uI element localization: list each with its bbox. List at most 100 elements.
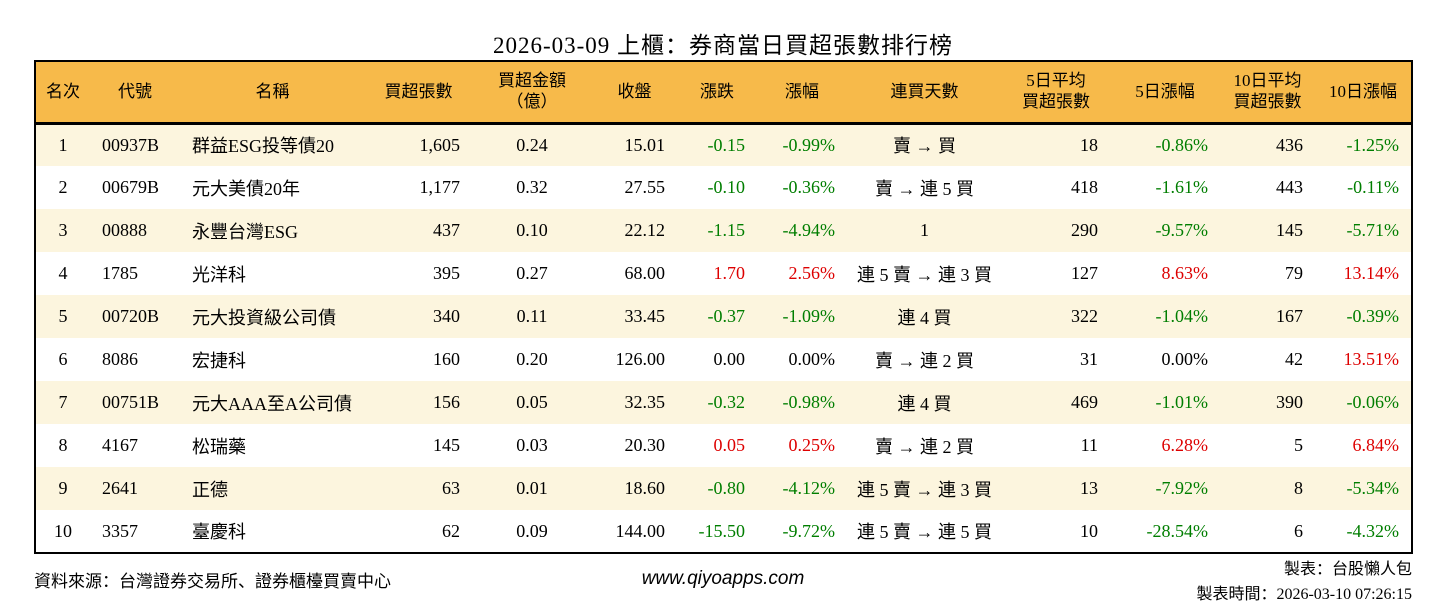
cell-code: 00937B (102, 134, 160, 155)
cell-amount: 0.24 (516, 134, 548, 155)
cell-pct10: -1.25% (1346, 134, 1400, 155)
cell-change-pct: -0.98% (782, 392, 836, 412)
column-header-name: 名稱 (180, 61, 365, 125)
cell-net-buy: 437 (433, 220, 460, 240)
cell-avg5: 290 (1071, 220, 1098, 240)
cell-name: 宏捷科 (192, 350, 246, 371)
cell-pct5: -0.86% (1155, 134, 1209, 155)
column-header-rank: 名次 (35, 61, 90, 125)
cell-change-pct: 2.56% (788, 263, 836, 283)
cell-code: 2641 (102, 478, 138, 498)
column-header-code: 代號 (90, 61, 180, 125)
table-row: 6 8086 宏捷科 160 0.20 126.00 0.00 0.00% 賣 → 連 2 買 3… (35, 338, 1412, 381)
cell-streak: 賣 → 連 2 買 (875, 436, 974, 457)
table-row: 9 2641 正德 63 0.01 18.60 -0.80 -4.12% 連 5 賣 → 連 3… (35, 467, 1412, 510)
cell-avg5: 322 (1071, 306, 1098, 326)
table-row: 5 00720B 元大投資級公司債 340 0.11 33.45 -0.37 -1.09% 連 … (35, 295, 1412, 338)
cell-change: -15.50 (698, 520, 746, 541)
cell-amount: 0.03 (516, 435, 548, 455)
cell-name: 元大AAA至A公司債 (192, 393, 352, 414)
cell-close: 126.00 (615, 349, 666, 369)
cell-amount: 0.27 (516, 263, 548, 283)
cell-pct5: 0.00% (1161, 349, 1209, 369)
cell-net-buy: 156 (433, 392, 460, 412)
cell-pct5: -28.54% (1146, 520, 1209, 541)
table-row: 4 1785 光洋科 395 0.27 68.00 1.70 2.56% 連 5 賣 → 連 3… (35, 252, 1412, 295)
column-header-change-pct: 漲幅 (757, 61, 847, 125)
cell-change-pct: 0.25% (788, 435, 836, 455)
cell-avg10: 8 (1294, 478, 1303, 498)
cell-avg10: 436 (1276, 134, 1303, 155)
cell-rank: 1 (58, 134, 68, 155)
cell-net-buy: 145 (433, 435, 460, 455)
cell-name: 元大投資級公司債 (192, 307, 336, 328)
cell-close: 33.45 (624, 306, 666, 326)
cell-net-buy: 395 (433, 263, 460, 283)
table-row: 10 3357 臺慶科 62 0.09 144.00 -15.50 -9.72% 連 5 賣 →… (35, 510, 1412, 553)
cell-avg5: 418 (1071, 177, 1098, 197)
cell-close: 20.30 (624, 435, 666, 455)
cell-amount: 0.05 (516, 392, 548, 412)
cell-pct5: -9.57% (1155, 220, 1209, 240)
cell-pct10: -5.34% (1346, 478, 1400, 498)
cell-avg5: 31 (1080, 349, 1098, 369)
cell-pct10: 13.14% (1343, 263, 1400, 283)
cell-code: 00720B (102, 306, 160, 326)
cell-streak: 連 5 賣 → 連 3 買 (857, 479, 992, 500)
cell-amount: 0.11 (516, 306, 548, 326)
cell-amount: 0.10 (516, 220, 548, 240)
cell-pct5: 6.28% (1161, 435, 1209, 455)
cell-avg10: 390 (1276, 392, 1303, 412)
cell-name: 光洋科 (192, 264, 246, 285)
table-header: 名次 代號 名稱 買超張數 買超金額 （億） 收盤 漲跌 漲幅 連買天數 5日平均 買超張數 5日漲… (35, 61, 1412, 125)
report-credit: 製表：台股懶人包 製表時間：2026-03-10 07:26:15 (1196, 557, 1412, 607)
cell-rank: 9 (58, 478, 68, 498)
website-url: www.qiyoapps.com (641, 568, 805, 589)
cell-rank: 4 (58, 263, 68, 283)
cell-change-pct: -0.99% (782, 134, 836, 155)
cell-code: 8086 (102, 349, 138, 369)
table-row: 2 00679B 元大美債20年 1,177 0.32 27.55 -0.10 -0.36% 賣… (35, 166, 1412, 209)
cell-change: -1.15 (707, 220, 746, 240)
cell-change-pct: 0.00% (788, 349, 836, 369)
table-body: 1 00937B 群益ESG投等債20 1,605 0.24 15.01 -0.15 -0.9… (35, 123, 1412, 553)
column-header-change: 漲跌 (677, 61, 757, 125)
column-header-avg10: 10日平均 買超張數 (1220, 61, 1315, 125)
cell-rank: 3 (58, 220, 68, 240)
cell-streak: 1 (920, 220, 929, 240)
column-header-close: 收盤 (592, 61, 677, 125)
cell-net-buy: 1,605 (419, 134, 461, 155)
cell-rank: 8 (58, 435, 68, 455)
cell-name: 永豐台灣ESG (192, 221, 299, 242)
data-source-note: 資料來源：台灣證券交易所、證券櫃檯買賣中心 (34, 572, 391, 591)
column-header-pct10: 10日漲幅 (1315, 61, 1412, 125)
cell-avg10: 443 (1276, 177, 1303, 197)
cell-change: 0.05 (713, 435, 746, 455)
cell-code: 00888 (102, 220, 147, 240)
cell-avg10: 145 (1276, 220, 1303, 240)
cell-net-buy: 340 (433, 306, 460, 326)
cell-pct10: -4.32% (1346, 520, 1400, 541)
table-row: 1 00937B 群益ESG投等債20 1,605 0.24 15.01 -0.15 -0.9… (35, 123, 1412, 166)
header-row: 名次 代號 名稱 買超張數 買超金額 （億） 收盤 漲跌 漲幅 連買天數 5日平均 買超張數 5日漲… (35, 61, 1412, 125)
cell-avg10: 79 (1285, 263, 1303, 283)
cell-avg5: 10 (1080, 520, 1098, 541)
cell-change: -0.37 (707, 306, 746, 326)
ranking-table: 名次 代號 名稱 買超張數 買超金額 （億） 收盤 漲跌 漲幅 連買天數 5日平均 買超張數 5日漲… (34, 60, 1413, 554)
column-header-net-buy: 買超張數 (365, 61, 472, 125)
cell-avg10: 5 (1294, 435, 1303, 455)
cell-change: -0.32 (707, 392, 746, 412)
cell-net-buy: 160 (433, 349, 460, 369)
table-row: 3 00888 永豐台灣ESG 437 0.10 22.12 -1.15 -4.94% 1 290… (35, 209, 1412, 252)
cell-code: 00751B (102, 392, 160, 412)
cell-change: -0.80 (707, 478, 746, 498)
cell-close: 22.12 (624, 220, 666, 240)
cell-rank: 6 (58, 349, 68, 369)
cell-pct10: -0.39% (1346, 306, 1400, 326)
cell-code: 4167 (102, 435, 138, 455)
cell-streak: 賣 → 連 2 買 (875, 350, 974, 371)
table-row: 8 4167 松瑞藥 145 0.03 20.30 0.05 0.25% 賣 → 連 2 買 11… (35, 424, 1412, 467)
cell-streak: 連 4 買 (897, 307, 952, 328)
cell-change: 0.00 (713, 349, 746, 369)
cell-change: 1.70 (713, 263, 746, 283)
